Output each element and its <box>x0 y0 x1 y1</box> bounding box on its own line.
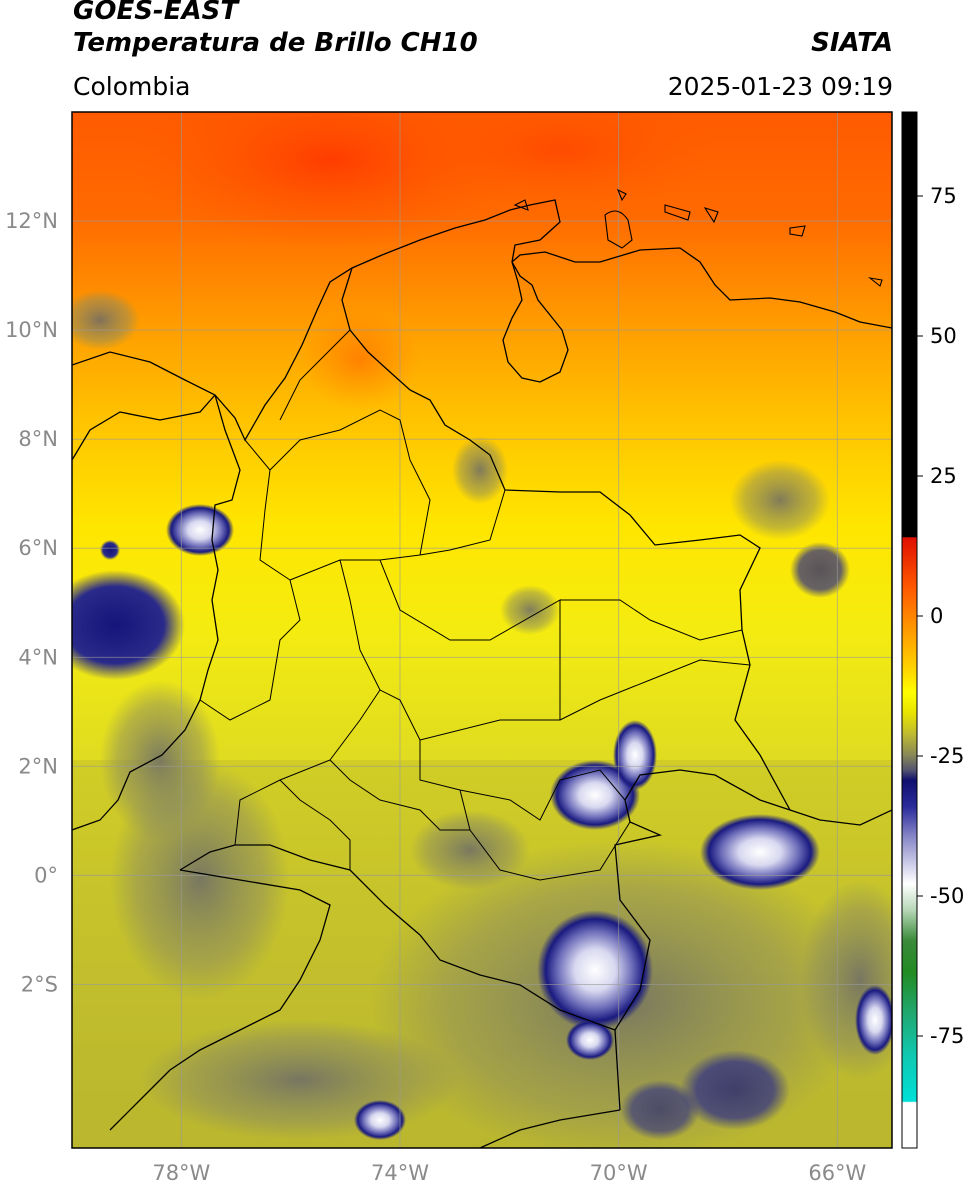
peru-brazil-border <box>479 1109 621 1148</box>
caribbean-coastline <box>72 199 892 442</box>
product-title: Temperatura de Brillo CH10 <box>73 28 478 58</box>
lon-tick-label: 78°W <box>152 1161 210 1185</box>
colorbar-tick-label: 50 <box>930 324 957 348</box>
pacific-coastline <box>72 394 241 831</box>
colorbar-tick-label: 0 <box>930 604 943 628</box>
boundaries <box>72 188 892 1148</box>
lat-tick-label: 12°N <box>5 209 58 233</box>
lat-tick-label: 2°S <box>21 972 58 996</box>
colombia-brazil-border <box>614 769 791 1111</box>
lat-tick-label: 10°N <box>5 318 58 342</box>
lat-tick-label: 4°N <box>18 645 58 669</box>
lat-tick-label: 2°N <box>18 754 58 778</box>
colorbar-tick-label: -50 <box>930 884 964 908</box>
map-frame <box>71 111 893 1149</box>
longitude-axis: 78°W 74°W 70°W 66°W <box>152 1161 866 1185</box>
colorbar-ticks: 75 50 25 0 -25 -50 -75 <box>917 184 964 1048</box>
colombia-venezuela-border <box>341 267 791 811</box>
brightness-temperature-field <box>72 112 892 1148</box>
lon-tick-label: 70°W <box>590 1161 648 1185</box>
lon-tick-label: 66°W <box>808 1161 866 1185</box>
lat-tick-label: 6°N <box>18 536 58 560</box>
satellite-title: GOES-EAST <box>73 0 239 26</box>
colorbar: 75 50 25 0 -25 -50 -75 <box>901 111 964 1149</box>
islands <box>513 188 883 287</box>
colorbar-tick-label: -75 <box>930 1024 964 1048</box>
colorbar-tick-label: -25 <box>930 744 964 768</box>
department-boundaries <box>199 329 751 881</box>
venezuela-guyana-border <box>789 809 892 826</box>
organization-label: SIATA <box>811 28 893 58</box>
colorbar-frame <box>901 111 918 1149</box>
colorbar-tick-label: 25 <box>930 464 957 488</box>
colorbar-tick-label: 75 <box>930 184 957 208</box>
colorbar-gradient <box>902 112 917 1148</box>
lon-tick-label: 74°W <box>371 1161 429 1185</box>
latitude-axis: 12°N 10°N 8°N 6°N 4°N 2°N 0° 2°S <box>5 209 58 996</box>
lat-tick-label: 0° <box>34 863 58 887</box>
datetime-label: 2025-01-23 09:19 <box>667 72 893 101</box>
ecuador-peru-border <box>109 869 331 1131</box>
region-label: Colombia <box>73 72 191 101</box>
lat-tick-label: 8°N <box>18 427 58 451</box>
panama-coast <box>72 394 216 461</box>
